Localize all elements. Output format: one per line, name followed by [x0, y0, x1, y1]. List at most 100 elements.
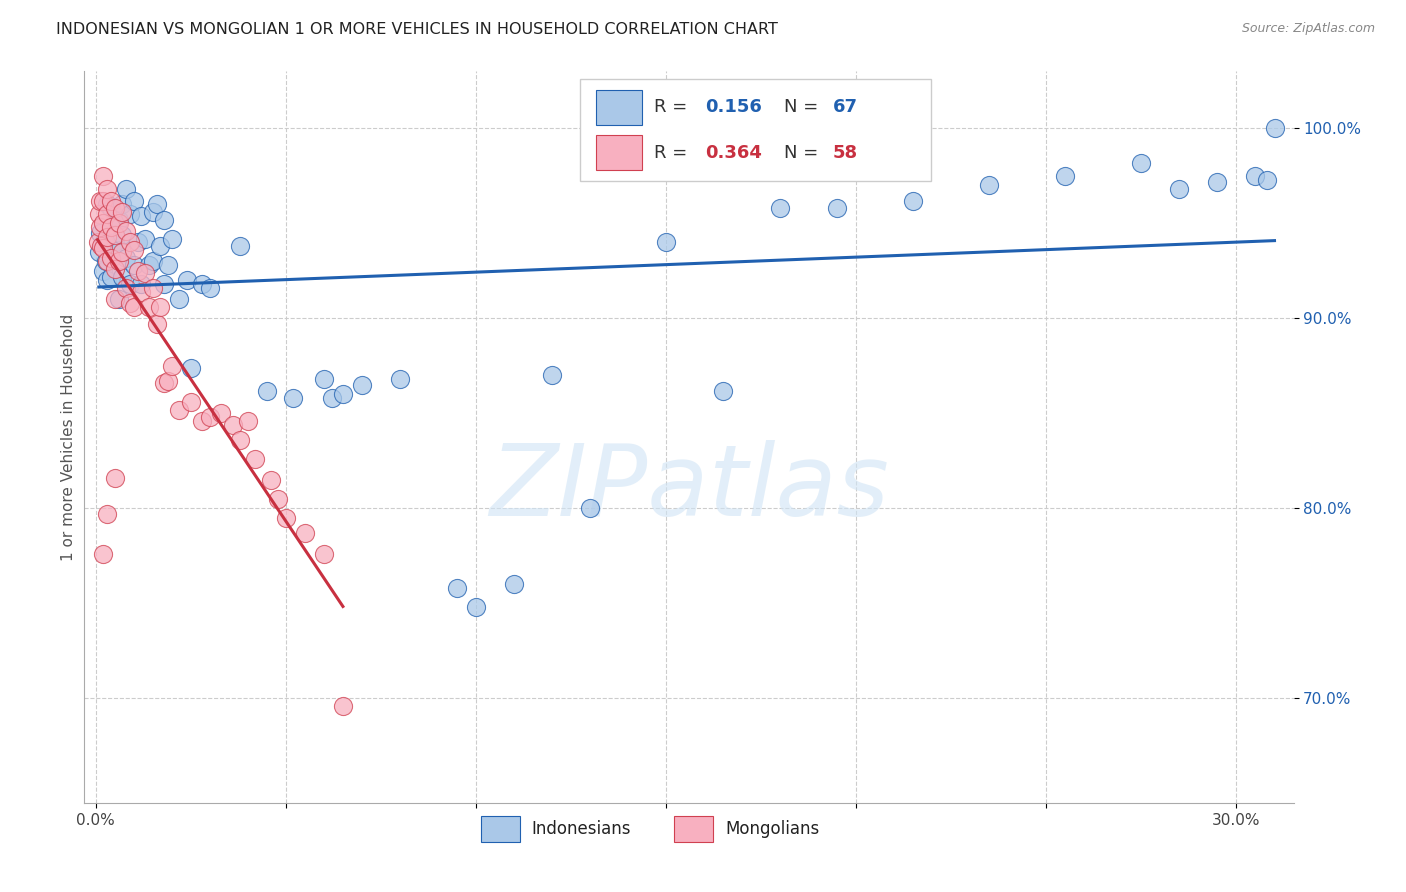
Point	[260, 473, 283, 487]
Point	[104, 201, 127, 215]
Point	[122, 243, 145, 257]
Point	[138, 258, 160, 272]
Text: 67: 67	[832, 98, 858, 116]
Point	[111, 269, 134, 284]
Point	[104, 293, 127, 307]
Point	[153, 277, 176, 292]
Text: N =: N =	[785, 98, 824, 116]
Point	[655, 235, 678, 250]
Point	[96, 207, 118, 221]
Point	[198, 281, 221, 295]
Point	[312, 372, 335, 386]
Point	[191, 414, 214, 428]
Point	[142, 281, 165, 295]
Point	[979, 178, 1001, 193]
Point	[111, 205, 134, 219]
Point	[350, 377, 373, 392]
Point	[122, 300, 145, 314]
Point	[93, 547, 115, 561]
Point	[1244, 169, 1267, 183]
Point	[115, 281, 138, 295]
Point	[96, 254, 118, 268]
Point	[160, 231, 183, 245]
Point	[160, 359, 183, 373]
Point	[115, 182, 138, 196]
Point	[111, 197, 134, 211]
Point	[1054, 169, 1077, 183]
Point	[209, 406, 232, 420]
Point	[711, 384, 734, 398]
Point	[87, 244, 110, 259]
Point	[89, 220, 111, 235]
Point	[96, 273, 118, 287]
Point	[96, 254, 118, 268]
Point	[100, 220, 122, 235]
Point	[149, 239, 172, 253]
Point	[145, 317, 167, 331]
Point	[93, 241, 115, 255]
FancyBboxPatch shape	[596, 90, 641, 125]
Point	[465, 600, 488, 615]
Point	[1168, 182, 1191, 196]
Point	[180, 395, 202, 409]
FancyBboxPatch shape	[481, 816, 520, 842]
Point	[579, 501, 602, 516]
Point	[89, 226, 111, 240]
Point	[229, 433, 252, 447]
Point	[131, 277, 153, 292]
Point	[1130, 155, 1153, 169]
Point	[86, 235, 108, 250]
Point	[104, 209, 127, 223]
Point	[100, 194, 122, 208]
Point	[541, 368, 564, 383]
Point	[134, 266, 156, 280]
Point	[111, 227, 134, 242]
FancyBboxPatch shape	[596, 135, 641, 170]
Point	[142, 205, 165, 219]
Point	[138, 300, 160, 314]
Text: R =: R =	[654, 144, 693, 161]
Point	[1206, 175, 1229, 189]
Point	[191, 277, 214, 292]
Point	[176, 273, 198, 287]
Point	[91, 264, 114, 278]
Point	[104, 227, 127, 242]
Point	[321, 391, 343, 405]
Point	[503, 577, 526, 591]
Point	[115, 224, 138, 238]
Point	[96, 229, 118, 244]
Text: 0.364: 0.364	[704, 144, 762, 161]
Point	[267, 491, 290, 506]
Point	[332, 387, 354, 401]
Point	[221, 417, 243, 432]
Point	[118, 277, 141, 292]
Text: 0.156: 0.156	[704, 98, 762, 116]
Point	[127, 264, 149, 278]
Point	[104, 262, 127, 277]
Point	[93, 169, 115, 183]
Text: ZIPatlas: ZIPatlas	[489, 440, 889, 537]
Point	[100, 251, 122, 265]
Point	[96, 182, 118, 196]
Text: Source: ZipAtlas.com: Source: ZipAtlas.com	[1241, 22, 1375, 36]
FancyBboxPatch shape	[675, 816, 713, 842]
Point	[256, 384, 278, 398]
Point	[198, 410, 221, 425]
Point	[104, 471, 127, 485]
Text: Indonesians: Indonesians	[531, 820, 631, 838]
Point	[825, 201, 848, 215]
Point	[93, 216, 115, 230]
Point	[89, 194, 111, 208]
Point	[446, 581, 468, 595]
Point	[903, 194, 925, 208]
Text: Mongolians: Mongolians	[725, 820, 820, 838]
Point	[283, 391, 305, 405]
Point	[1263, 121, 1285, 136]
Point	[118, 207, 141, 221]
Point	[87, 207, 110, 221]
Point	[156, 258, 179, 272]
Point	[294, 526, 316, 541]
Text: N =: N =	[785, 144, 824, 161]
Point	[104, 235, 127, 250]
Point	[153, 376, 176, 390]
